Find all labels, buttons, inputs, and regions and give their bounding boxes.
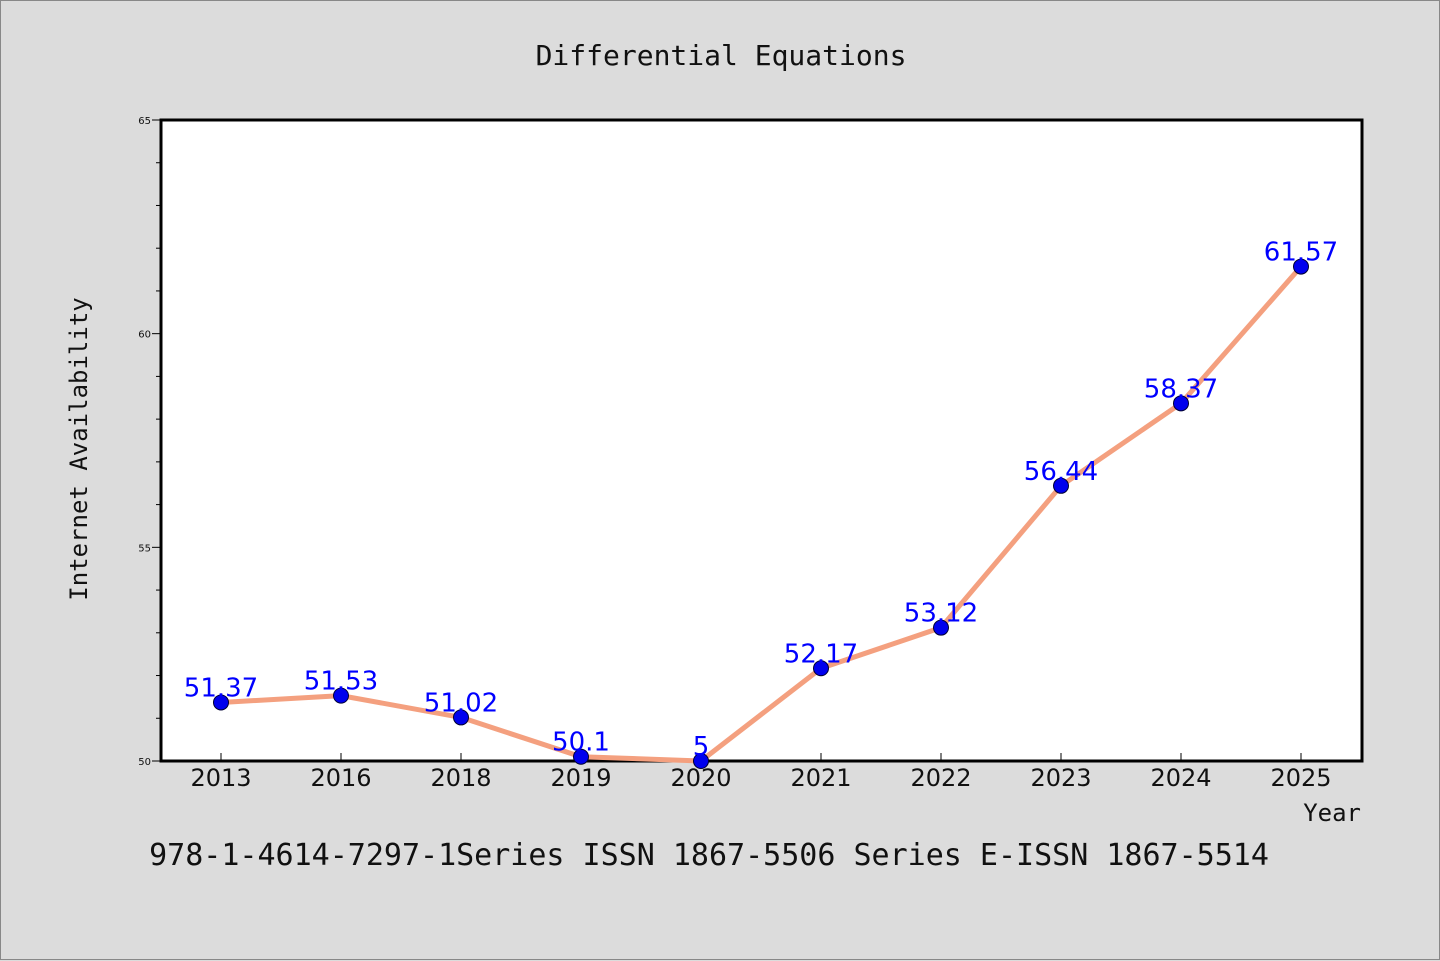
y-tick-label: 65 [138, 116, 151, 127]
data-point-2023 [1053, 477, 1069, 494]
x-tick-label: 2013 [190, 764, 251, 792]
x-tick-label: 2022 [910, 764, 971, 792]
chart-title: Differential Equations [536, 39, 907, 72]
data-label-2013: 51.37 [184, 673, 258, 703]
y-tick-label: 55 [138, 543, 151, 554]
y-tick-label: 60 [138, 330, 151, 341]
data-label-2020: 5 [693, 732, 710, 762]
data-point-2025 [1293, 258, 1309, 275]
plot-area [159, 118, 1364, 763]
data-label-2018: 51.02 [424, 688, 498, 718]
data-label-2016: 51.53 [304, 667, 378, 697]
x-axis-ticks: 2013 2016 2018 2019 2020 2021 2022 2023 2024 2025 [190, 753, 1332, 792]
data-point-2016 [333, 687, 349, 704]
y-axis-ticks: 50 55 60 65 [138, 116, 161, 768]
data-label-2022: 53.12 [904, 599, 978, 629]
x-tick-label: 2025 [1270, 764, 1331, 792]
series-markers [213, 258, 1309, 769]
data-point-2020 [693, 753, 709, 769]
data-label-2025: 61.57 [1264, 238, 1338, 268]
series-line [218, 264, 1304, 764]
x-tick-label: 2016 [310, 764, 371, 792]
footer-isbn-issn: 978-1-4614-7297-1Series ISSN 1867-5506 S… [149, 838, 1269, 873]
data-labels: 51.37 51.53 51.02 50.1 5 52.17 53.12 56.44 58.37… [184, 238, 1338, 762]
y-axis-label: Internet Availability [65, 297, 93, 600]
x-tick-label: 2024 [1150, 764, 1211, 792]
data-label-2019: 50.1 [552, 728, 610, 758]
data-label-2021: 52.17 [784, 639, 858, 669]
x-tick-label: 2019 [550, 764, 611, 792]
data-label-2024: 58.37 [1144, 374, 1218, 404]
data-point-2021 [813, 660, 829, 677]
data-point-2022 [933, 619, 949, 636]
x-tick-label: 2021 [790, 764, 851, 792]
x-axis-label: Year [1303, 799, 1361, 827]
data-point-2024 [1173, 395, 1189, 412]
x-tick-label: 2023 [1030, 764, 1091, 792]
x-tick-label: 2018 [430, 764, 491, 792]
data-point-2018 [453, 709, 469, 726]
data-label-2023: 56.44 [1024, 457, 1098, 487]
data-point-2019 [573, 748, 589, 765]
y-tick-label: 50 [138, 757, 151, 768]
data-point-2013 [213, 694, 229, 711]
